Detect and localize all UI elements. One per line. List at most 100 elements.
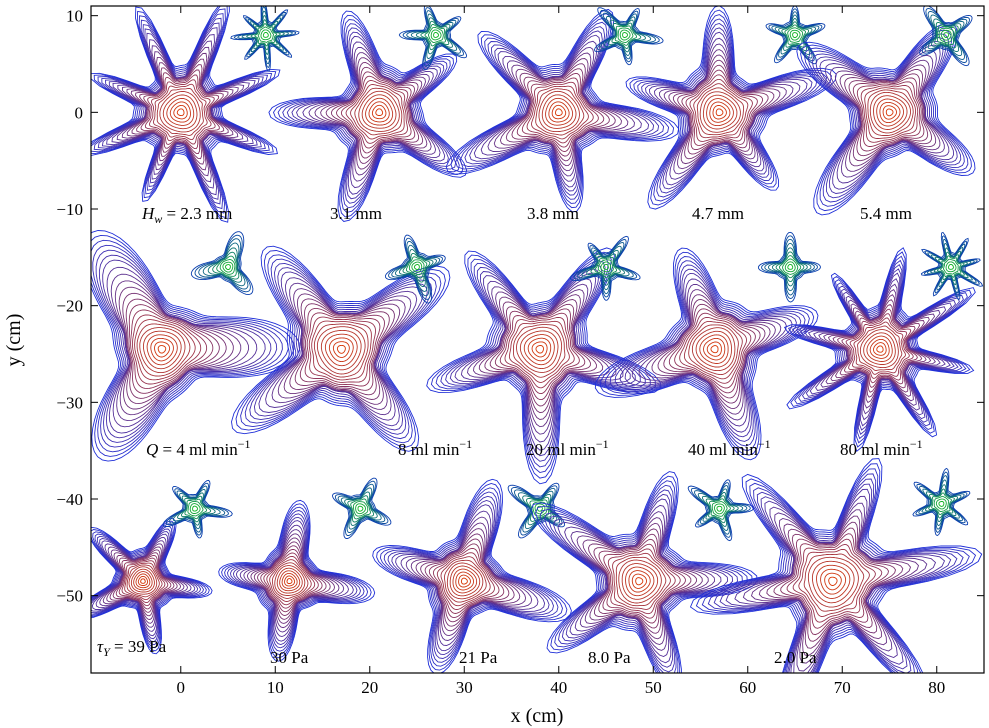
ring — [521, 77, 599, 148]
x-tick-label: 10 — [267, 678, 284, 697]
ring — [734, 495, 937, 673]
ring — [157, 345, 167, 354]
ring — [240, 254, 442, 444]
pattern-r0-2 — [445, 8, 680, 213]
ring — [557, 498, 729, 664]
ring — [711, 501, 728, 517]
ring — [530, 471, 758, 673]
ring — [478, 294, 604, 420]
ring — [828, 576, 838, 586]
ring — [782, 258, 799, 275]
ring — [848, 73, 929, 157]
pattern-r0-0 — [91, 6, 281, 223]
ring — [218, 499, 376, 662]
ring — [857, 325, 903, 371]
pattern-r0-4 — [796, 22, 976, 216]
ring — [284, 575, 296, 587]
ring — [513, 487, 561, 533]
ring — [371, 104, 387, 120]
ring — [420, 20, 450, 51]
ring — [849, 317, 910, 379]
ring — [600, 12, 656, 60]
small-pattern-r2-4 — [912, 467, 971, 537]
ring — [308, 316, 376, 383]
ring — [162, 479, 233, 539]
ring — [169, 101, 191, 123]
ring — [276, 567, 303, 594]
ring — [615, 556, 667, 607]
ring — [594, 247, 819, 461]
ring — [614, 25, 638, 46]
ring — [709, 101, 731, 123]
ring — [527, 337, 552, 362]
ring — [819, 44, 955, 190]
ring — [489, 303, 591, 407]
ring — [446, 562, 484, 600]
ring — [365, 97, 394, 126]
ring — [361, 94, 397, 129]
ring — [597, 10, 660, 63]
ring — [299, 307, 385, 391]
ring — [350, 498, 371, 520]
small-pattern-r0-2 — [593, 7, 664, 66]
ring — [784, 24, 806, 45]
ring — [687, 479, 755, 542]
ring — [235, 250, 446, 448]
ring — [614, 264, 802, 442]
label-Hw-2.3: Hw = 2.3 mm — [141, 204, 232, 226]
ring — [629, 9, 832, 206]
ring — [750, 509, 920, 664]
label-Hw-3.8: 3.8 mm — [527, 204, 579, 223]
ring — [139, 578, 146, 584]
y-tick-label: 10 — [66, 7, 83, 26]
y-tick-label: −30 — [56, 393, 83, 412]
ring — [713, 478, 958, 673]
ring — [227, 510, 365, 652]
ring — [212, 251, 240, 280]
ring — [635, 577, 644, 586]
pattern-r2-3 — [530, 471, 758, 673]
ring — [685, 74, 758, 146]
ring — [507, 482, 566, 539]
ring — [330, 66, 420, 159]
ring — [222, 261, 234, 273]
ring — [91, 234, 295, 457]
ring — [231, 245, 451, 452]
ring — [394, 244, 437, 292]
ring — [885, 108, 894, 117]
ring — [600, 261, 612, 273]
ring — [269, 559, 312, 602]
ring — [398, 6, 468, 71]
ring — [454, 272, 631, 451]
ring — [516, 72, 605, 152]
ring — [691, 327, 736, 372]
ring — [235, 520, 354, 642]
small-pattern-r2-2 — [507, 482, 566, 539]
ring — [879, 101, 901, 124]
ring — [628, 570, 651, 593]
ring — [648, 31, 808, 186]
ring — [526, 81, 594, 144]
ring — [452, 568, 478, 594]
ring — [91, 528, 202, 643]
ring — [945, 261, 957, 273]
ring — [845, 313, 914, 384]
ring — [657, 299, 766, 404]
ring — [91, 230, 301, 462]
ring — [134, 319, 196, 381]
ring — [796, 22, 976, 216]
ring — [915, 471, 968, 533]
ring — [598, 538, 686, 624]
ring — [791, 255, 968, 444]
ring — [128, 566, 158, 595]
small-pattern-r1-1 — [384, 234, 446, 304]
ring — [795, 259, 964, 440]
ring — [202, 242, 246, 287]
ring — [693, 83, 749, 139]
ring — [590, 253, 621, 282]
ring — [912, 467, 971, 537]
ring — [383, 491, 559, 663]
small-pattern-r2-0 — [162, 479, 233, 539]
ring — [337, 483, 386, 533]
ring — [876, 98, 904, 127]
